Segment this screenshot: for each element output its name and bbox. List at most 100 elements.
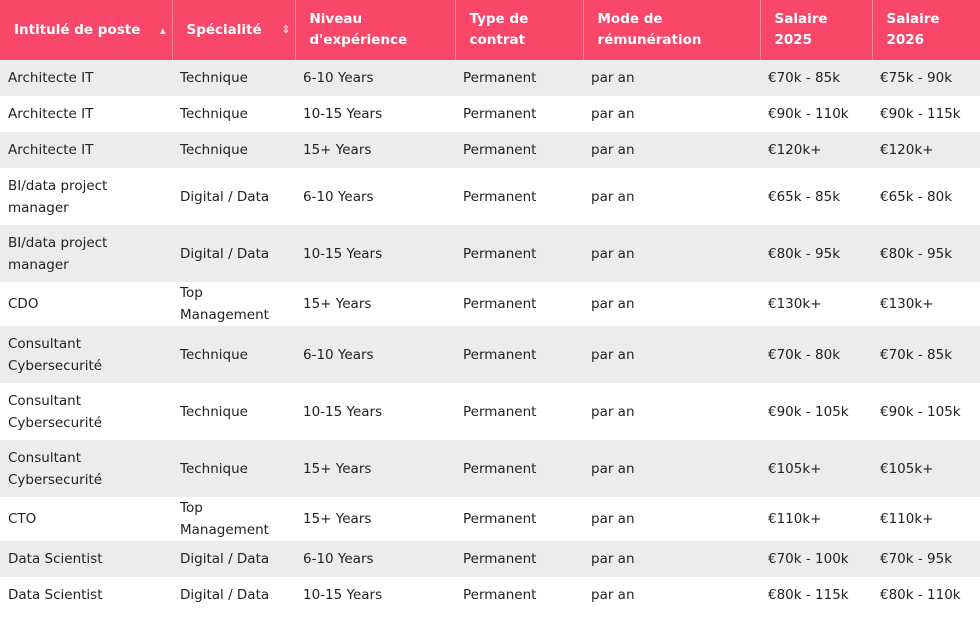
- table-cell: Digital / Data: [172, 225, 295, 282]
- table-cell: €65k - 80k: [880, 188, 953, 205]
- table-cell: €70k - 100k: [760, 541, 872, 577]
- table-row: Data Scientist Digital / Data 6-10 Years Pe…: [0, 541, 980, 577]
- column-header[interactable]: Salaire 2025: [760, 0, 873, 60]
- table-cell: par an: [583, 326, 760, 383]
- table-cell: Data Scientist: [0, 541, 172, 577]
- table-cell: Permanent: [463, 106, 537, 122]
- table-cell: Technique: [180, 403, 248, 420]
- table-cell: Permanent: [463, 188, 537, 205]
- column-header[interactable]: Salaire 2026: [872, 0, 980, 60]
- table-row: BI/data project manager Digital / Data 6-1…: [0, 168, 980, 225]
- table-cell: Consultant Cybersecurité: [0, 326, 172, 383]
- table-cell: Architecte IT: [0, 60, 172, 96]
- table-row: Architecte IT Technique 10-15 Years Permane…: [0, 96, 980, 132]
- table-cell: €105k+: [872, 440, 980, 497]
- table-cell: Digital / Data: [180, 188, 270, 205]
- table-row: CDO Top Management 15+ Years Permanent par a…: [0, 282, 980, 326]
- table-cell: 15+ Years: [295, 132, 455, 168]
- table-cell: €80k - 110k: [880, 587, 961, 603]
- table-cell: par an: [583, 541, 760, 577]
- table-body: Architecte IT Technique 6-10 Years Permanen…: [0, 60, 980, 613]
- table-cell: Permanent: [455, 541, 583, 577]
- table-cell: Consultant Cybersecurité: [0, 440, 172, 497]
- table-cell: Permanent: [463, 403, 537, 420]
- table-cell: €110k+: [880, 511, 934, 527]
- table-cell: par an: [591, 511, 635, 527]
- table-cell: par an: [591, 296, 635, 312]
- salary-table: Intitulé de posteSpécialitéNiveau d'expé…: [0, 0, 980, 613]
- table-row: BI/data project manager Digital / Data 10-…: [0, 225, 980, 282]
- column-header[interactable]: Niveau d'expérience: [295, 0, 456, 60]
- table-cell: Digital / Data: [180, 587, 270, 603]
- table-cell: par an: [591, 587, 635, 603]
- table-cell: Architecte IT: [0, 132, 172, 168]
- table-cell: €130k+: [880, 296, 934, 312]
- table-row: Consultant Cybersecurité Technique 10-15 Y…: [0, 383, 980, 440]
- table-cell: €110k+: [768, 511, 822, 527]
- table-cell: Technique: [172, 60, 295, 96]
- table-cell: Permanent: [455, 60, 583, 96]
- table-cell: Architecte IT: [8, 106, 94, 122]
- table-row: Architecte IT Technique 6-10 Years Permanen…: [0, 60, 980, 96]
- table-cell: 15+ Years: [303, 511, 372, 527]
- header-row: Intitulé de posteSpécialitéNiveau d'expé…: [0, 0, 980, 60]
- column-header[interactable]: Type de contrat: [455, 0, 584, 60]
- table-cell: 10-15 Years: [303, 403, 383, 420]
- table-cell: 10-15 Years: [303, 106, 383, 122]
- table-row: Data Scientist Digital / Data 10-15 Years P…: [0, 577, 980, 613]
- table-cell: Technique: [172, 132, 295, 168]
- table-cell: Consultant Cybersecurité: [8, 392, 103, 431]
- table-cell: Top Management: [180, 285, 269, 323]
- table-cell: par an: [583, 60, 760, 96]
- table-cell: €65k - 85k: [768, 188, 841, 205]
- table-cell: par an: [583, 440, 760, 497]
- table-cell: BI/data project manager: [0, 225, 172, 282]
- table-cell: €90k - 105k: [768, 403, 849, 420]
- table-cell: par an: [591, 188, 635, 205]
- table-cell: €70k - 80k: [760, 326, 872, 383]
- table-cell: Technique: [172, 326, 295, 383]
- table-cell: Permanent: [455, 440, 583, 497]
- column-header[interactable]: Spécialité: [172, 0, 296, 60]
- table-cell: 6-10 Years: [295, 541, 455, 577]
- table-cell: Technique: [172, 440, 295, 497]
- table-row: Consultant Cybersecurité Technique 6-10 Ye…: [0, 326, 980, 383]
- table-cell: BI/data project manager: [8, 177, 108, 216]
- table-cell: Technique: [180, 106, 248, 122]
- table-cell: 6-10 Years: [295, 326, 455, 383]
- table-cell: €80k - 95k: [872, 225, 980, 282]
- table-cell: CTO: [8, 511, 37, 527]
- table-cell: CDO: [8, 296, 39, 312]
- table-cell: par an: [591, 106, 635, 122]
- table-cell: €105k+: [760, 440, 872, 497]
- table-cell: par an: [583, 132, 760, 168]
- table-cell: 6-10 Years: [295, 60, 455, 96]
- table-row: CTO Top Management 15+ Years Permanent par a…: [0, 497, 980, 541]
- table-cell: Permanent: [455, 326, 583, 383]
- table-cell: €70k - 85k: [872, 326, 980, 383]
- table-cell: Permanent: [463, 296, 537, 312]
- table-row: Architecte IT Technique 15+ Years Permanent…: [0, 132, 980, 168]
- table-cell: Permanent: [463, 511, 537, 527]
- table-cell: €70k - 95k: [872, 541, 980, 577]
- column-header[interactable]: Intitulé de poste: [0, 0, 173, 60]
- table-cell: 15+ Years: [295, 440, 455, 497]
- table-cell: par an: [583, 225, 760, 282]
- table-cell: €75k - 90k: [872, 60, 980, 96]
- table-cell: €90k - 115k: [880, 106, 961, 122]
- table-cell: €80k - 95k: [760, 225, 872, 282]
- table-row: Consultant Cybersecurité Technique 15+ Yea…: [0, 440, 980, 497]
- table-cell: €80k - 115k: [768, 587, 849, 603]
- table-cell: 10-15 Years: [303, 587, 383, 603]
- table-cell: Permanent: [463, 587, 537, 603]
- table-cell: 6-10 Years: [303, 188, 374, 205]
- table-cell: 10-15 Years: [295, 225, 455, 282]
- table-cell: Data Scientist: [8, 587, 103, 603]
- table-cell: €90k - 110k: [768, 106, 849, 122]
- column-header[interactable]: Mode de rémunération: [583, 0, 761, 60]
- table-cell: €90k - 105k: [880, 403, 961, 420]
- table-cell: €120k+: [872, 132, 980, 168]
- table-cell: Top Management: [180, 500, 269, 538]
- table-cell: Permanent: [455, 132, 583, 168]
